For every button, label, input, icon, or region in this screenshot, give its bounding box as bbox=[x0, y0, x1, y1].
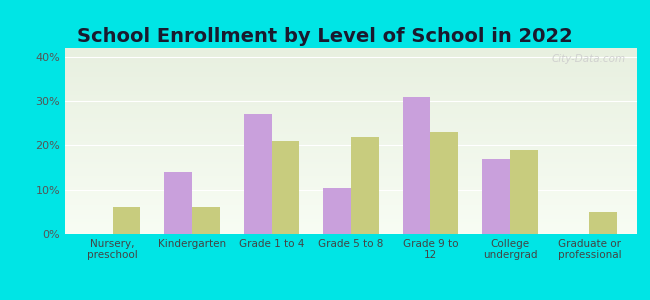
Text: City-Data.com: City-Data.com bbox=[551, 54, 625, 64]
Bar bbox=[164, 172, 192, 234]
Bar bbox=[590, 212, 617, 234]
Bar bbox=[430, 132, 458, 234]
Bar bbox=[323, 188, 351, 234]
Text: School Enrollment by Level of School in 2022: School Enrollment by Level of School in … bbox=[77, 27, 573, 46]
Bar bbox=[244, 114, 272, 234]
Bar bbox=[192, 207, 220, 234]
Bar bbox=[482, 159, 510, 234]
Bar bbox=[272, 141, 300, 234]
Bar bbox=[402, 97, 430, 234]
Bar bbox=[112, 207, 140, 234]
Bar bbox=[510, 150, 538, 234]
Bar bbox=[351, 136, 379, 234]
